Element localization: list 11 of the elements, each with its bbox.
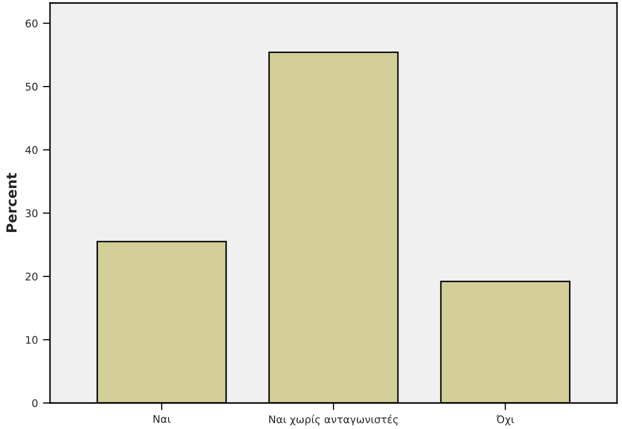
y-tick-label: 0 [32, 399, 38, 408]
y-tick-label: 30 [26, 209, 38, 218]
y-tick-label: 20 [26, 272, 38, 281]
y-tick-label: 10 [26, 336, 38, 344]
y-tick-label: 60 [26, 19, 38, 28]
x-tick-label: Όχι [496, 414, 514, 426]
y-tick-label: 50 [26, 82, 38, 91]
x-tick-label: Ναι χωρίς ανταγωνιστές [269, 414, 398, 426]
x-tick-label: Ναι [154, 415, 170, 423]
y-axis-title: Percent [6, 173, 17, 232]
y-tick-label: 40 [25, 146, 38, 154]
